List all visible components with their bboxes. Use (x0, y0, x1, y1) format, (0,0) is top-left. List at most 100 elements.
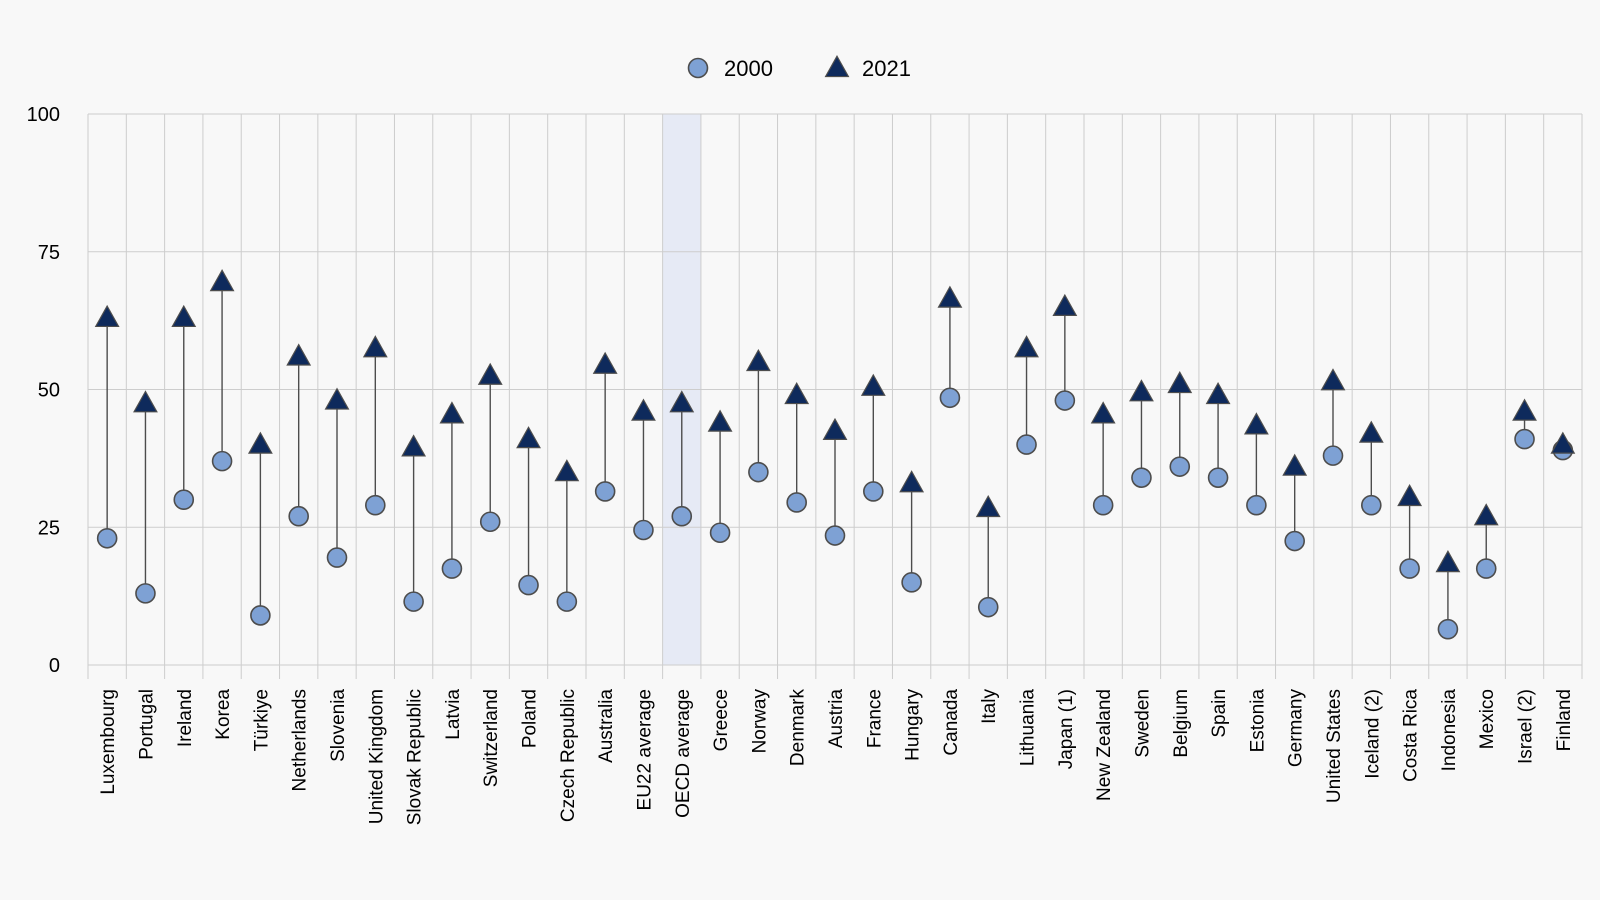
point-2000-ireland (173, 489, 195, 511)
point-2000-slovak-republic (403, 591, 424, 612)
y-tick-label: 100 (27, 104, 60, 126)
point-2021-canada (937, 285, 963, 308)
point-2000-hungary (901, 572, 922, 593)
point-2021-switzerland (477, 362, 503, 385)
point-2021-indonesia (1435, 550, 1461, 573)
x-tick-label: Spain (1209, 689, 1230, 738)
point-2021-australia (592, 351, 618, 374)
point-2021-slovenia (324, 387, 350, 410)
point-2000-australia (594, 481, 616, 502)
x-tick-label: Ireland (175, 689, 196, 747)
point-2021-japan-1 (1052, 293, 1078, 316)
point-2021-finland (1550, 431, 1576, 454)
point-2021-slovak-republic (401, 434, 427, 457)
point-2021-mexico (1473, 503, 1499, 526)
point-2000-spain (1207, 467, 1229, 488)
point-2021-norway (745, 348, 771, 372)
legend-label-2000: 2000 (724, 56, 773, 81)
point-2000-germany (1284, 530, 1305, 552)
point-2000-switzerland (479, 511, 501, 533)
x-tick-label: Latvia (443, 689, 464, 740)
point-2021-luxembourg (94, 304, 120, 328)
point-2000-oecd-average (671, 505, 693, 527)
point-2000-iceland-2 (1361, 494, 1382, 516)
x-tick-label: Luxembourg (98, 689, 119, 795)
point-2000-poland (518, 574, 539, 596)
x-tick-label: OECD average (673, 689, 694, 818)
point-2000-portugal (135, 583, 156, 604)
x-tick-label: Mexico (1477, 689, 1498, 749)
point-2000-mexico (1475, 558, 1497, 579)
x-tick-label: Finland (1554, 689, 1575, 751)
point-2000-estonia (1246, 494, 1267, 516)
x-tick-label: Hungary (903, 689, 924, 761)
point-2000-japan-1 (1054, 390, 1076, 411)
legend: 2000 2021 (687, 54, 911, 81)
x-tick-label: Sweden (1132, 689, 1153, 758)
legend-marker-2000 (687, 57, 709, 79)
x-tick-label: New Zealand (1094, 689, 1115, 801)
point-2000-lithuania (1016, 434, 1037, 455)
x-tick-label: Germany (1286, 689, 1307, 768)
point-2000-eu22-average (633, 519, 654, 541)
point-2021-lithuania (1014, 335, 1039, 358)
x-tick-label: Austria (826, 689, 847, 749)
point-2021-germany (1282, 453, 1308, 476)
point-2000-united-states (1322, 445, 1344, 466)
x-tick-label: Korea (213, 689, 234, 740)
point-2021-spain (1205, 382, 1231, 405)
point-2000-belgium (1169, 456, 1191, 477)
point-2021-ireland (171, 304, 197, 328)
y-tick-label: 25 (38, 517, 60, 539)
point-2000-norway (748, 461, 769, 483)
x-tick-label: Indonesia (1439, 689, 1460, 772)
x-tick-label: Switzerland (481, 689, 502, 787)
x-tick-label: Italy (979, 689, 1000, 724)
point-2021-poland (516, 426, 541, 449)
x-tick-label: EU22 average (634, 689, 655, 810)
point-2021-korea (209, 269, 235, 292)
point-2021-eu22-average (631, 398, 656, 421)
point-2021-czech-republic (554, 459, 580, 482)
point-2021-netherlands (286, 343, 312, 366)
point-2021-greece (707, 409, 733, 432)
point-2000-france (863, 481, 884, 502)
point-2000-korea (211, 450, 233, 472)
point-2000-indonesia (1437, 618, 1459, 640)
point-2021-israel-2 (1512, 398, 1537, 421)
grid-layer (87, 113, 1583, 679)
legend-label-2021: 2021 (862, 56, 911, 81)
x-tick-label: Denmark (788, 689, 809, 767)
point-2021-costa-rica (1397, 483, 1423, 507)
point-2000-czech-republic (556, 591, 578, 612)
point-2000-austria (824, 525, 846, 546)
x-tick-label: Netherlands (290, 689, 311, 791)
x-tick-label: Greece (711, 689, 732, 751)
point-2021-denmark (784, 382, 810, 405)
legend-marker-2021 (824, 54, 850, 78)
x-tick-label: Costa Rica (1401, 689, 1422, 782)
point-2021-belgium (1167, 370, 1193, 394)
point-2000-new-zealand (1092, 494, 1114, 516)
point-2021-latvia (439, 401, 465, 424)
point-2021-austria (822, 417, 848, 440)
x-tick-label: Czech Republic (558, 689, 579, 822)
point-2000-t-rkiye (250, 605, 271, 626)
x-tick-label: United States (1324, 689, 1345, 803)
point-2021-oecd-average (669, 390, 695, 413)
point-2021-t-rkiye (247, 431, 273, 454)
x-tick-label: Poland (520, 689, 541, 748)
x-tick-label: Portugal (136, 689, 157, 760)
point-2000-luxembourg (96, 527, 118, 549)
point-2000-sweden (1131, 467, 1152, 488)
x-tick-label: Norway (749, 689, 770, 754)
x-tick-label: Lithuania (1018, 689, 1039, 767)
point-2000-slovenia (326, 547, 348, 568)
x-tick-label: Belgium (1171, 689, 1192, 758)
x-axis-labels: Luxembourg Portugal Ireland Korea Türkiye Net… (98, 689, 1575, 826)
point-2000-netherlands (288, 505, 309, 527)
point-2000-united-kingdom (365, 494, 386, 516)
point-2021-italy (975, 494, 1001, 518)
point-2000-denmark (786, 492, 807, 513)
